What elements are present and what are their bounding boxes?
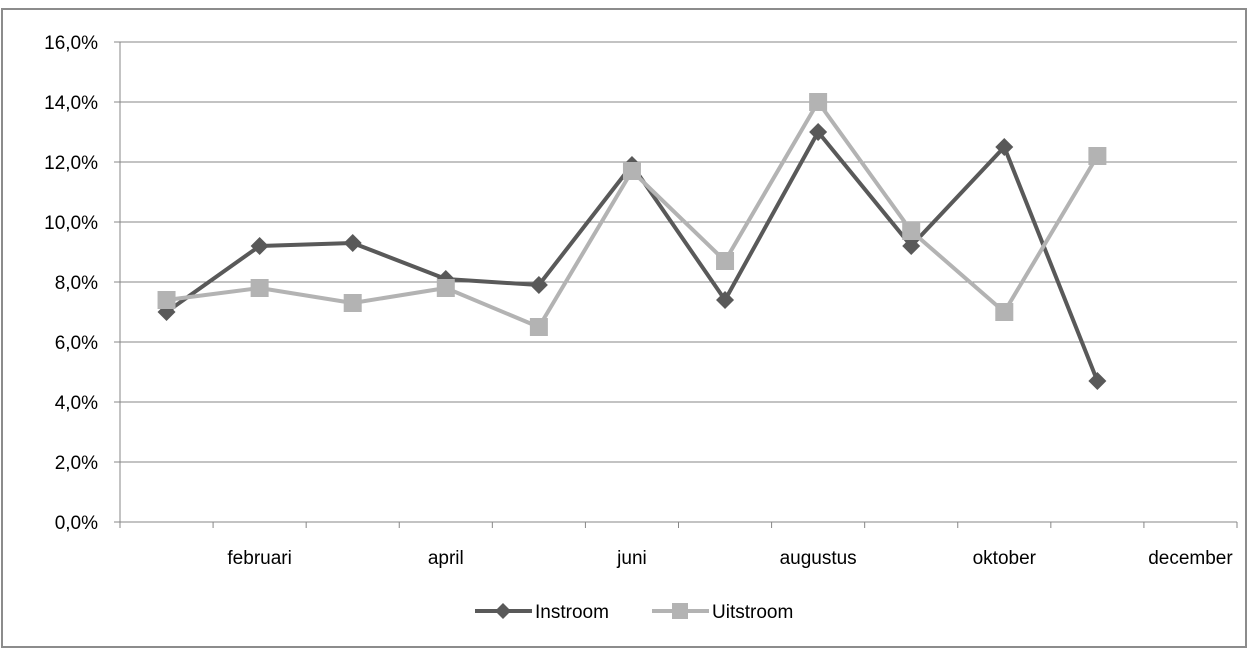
y-tick-label: 4,0%: [55, 393, 98, 414]
x-tick-label: december: [1148, 548, 1233, 569]
legend-marker-uitstroom: [672, 603, 688, 619]
data-point-uitstroom: [529, 318, 548, 336]
y-tick-label: 0,0%: [55, 513, 98, 534]
data-point-uitstroom: [809, 93, 828, 111]
data-point-instroom: [1088, 372, 1107, 390]
x-tick-label: augustus: [780, 548, 857, 569]
data-point-uitstroom: [995, 303, 1014, 321]
legend-marker-instroom: [495, 603, 511, 619]
data-point-instroom: [902, 237, 921, 255]
data-point-instroom: [250, 237, 269, 255]
data-point-instroom: [343, 234, 362, 252]
data-point-uitstroom: [436, 279, 455, 297]
chart-frame: [1, 8, 1247, 648]
data-point-uitstroom: [716, 252, 735, 270]
legend-label-uitstroom: Uitstroom: [712, 602, 793, 623]
legend-label-instroom: Instroom: [535, 602, 609, 623]
y-tick-label: 6,0%: [55, 333, 98, 354]
data-point-uitstroom: [157, 291, 176, 309]
series-line-uitstroom: [166, 100, 1100, 329]
data-point-uitstroom: [622, 162, 641, 180]
data-point-uitstroom: [1088, 147, 1107, 165]
data-point-uitstroom: [250, 279, 269, 297]
x-tick-label: juni: [616, 548, 647, 569]
y-tick-label: 8,0%: [55, 273, 98, 294]
data-point-uitstroom: [902, 222, 921, 240]
y-tick-label: 10,0%: [44, 213, 98, 234]
x-tick-label: april: [428, 548, 464, 569]
y-tick-label: 14,0%: [44, 93, 98, 114]
x-tick-label: oktober: [973, 548, 1037, 569]
data-point-instroom: [809, 123, 828, 141]
y-tick-label: 12,0%: [44, 153, 98, 174]
data-point-uitstroom: [343, 294, 362, 312]
y-tick-label: 16,0%: [44, 33, 98, 54]
x-tick-label: februari: [227, 548, 291, 569]
data-point-instroom: [995, 138, 1014, 156]
y-tick-label: 2,0%: [55, 453, 98, 474]
data-point-instroom: [716, 291, 735, 309]
data-point-instroom: [529, 276, 548, 294]
